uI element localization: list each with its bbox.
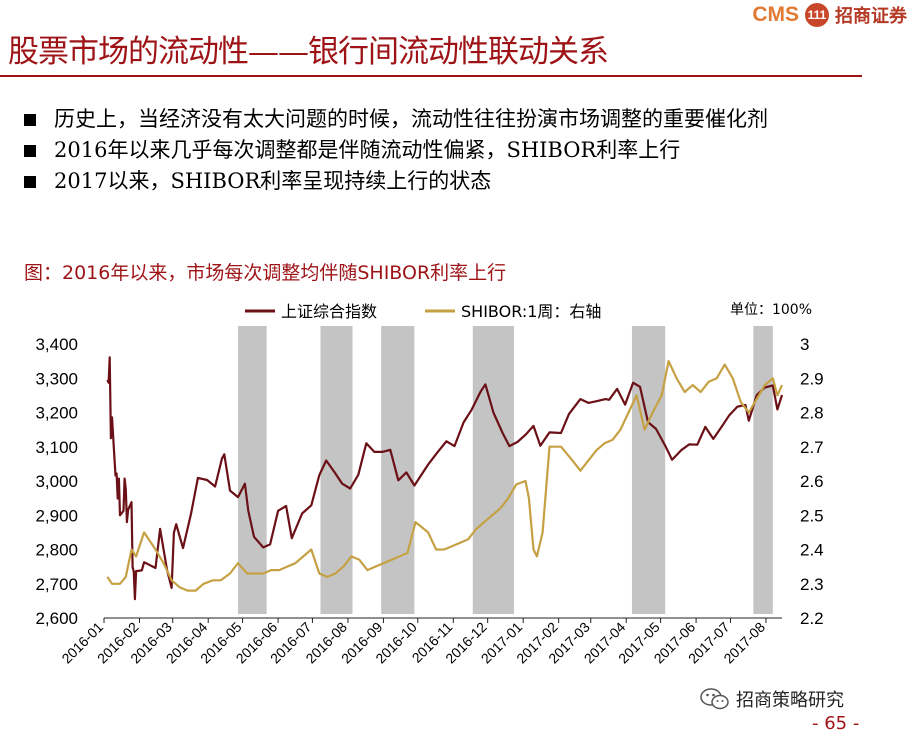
shaded-period: [381, 326, 415, 614]
y-right-tick-label: 2.2: [800, 609, 824, 628]
shaded-period: [320, 326, 353, 614]
unit-note: 单位：100%: [730, 302, 812, 318]
legend-label: SHIBOR:1周：右轴: [461, 302, 601, 321]
square-bullet-icon: [24, 114, 36, 126]
line-chart: 2016-012016-022016-032016-042016-052016-…: [35, 302, 823, 666]
y-right-tick-label: 2.3: [800, 575, 824, 594]
y-left-tick-label: 3,100: [35, 438, 78, 457]
logo-cms-text: CMS: [752, 3, 799, 26]
square-bullet-icon: [24, 145, 36, 157]
chart-axes: 2016-012016-022016-032016-042016-052016-…: [35, 302, 823, 666]
logo-badge-icon: 111: [805, 3, 829, 27]
bullet-text: 历史上，当经济没有太大问题的时候，流动性往往扮演市场调整的重要催化剂: [54, 107, 768, 131]
company-logo: CMS 111 招商证券: [752, 2, 907, 28]
y-right-tick-label: 2.6: [800, 472, 824, 491]
y-left-tick-label: 2,900: [35, 506, 78, 525]
y-left-tick-label: 2,800: [35, 541, 78, 560]
chart-legend: 上证综合指数 SHIBOR:1周：右轴: [245, 302, 601, 321]
y-left-tick-label: 3,200: [35, 404, 78, 423]
shaded-periods: [237, 326, 773, 614]
series-line: [106, 356, 784, 601]
bullet-text: 2017以来，SHIBOR利率呈现持续上行的状态: [54, 169, 492, 193]
shaded-period: [631, 326, 666, 614]
y-left-tick-label: 2,600: [35, 609, 78, 628]
y-right-tick-label: 2.4: [800, 541, 824, 560]
shaded-period: [472, 326, 515, 614]
y-left-tick-label: 3,300: [35, 369, 78, 388]
bullet-item: 2016年以来几乎每次调整都是伴随流动性偏紧，SHIBOR利率上行: [24, 135, 824, 166]
title-divider: [0, 75, 862, 77]
bullet-text: 2016年以来几乎每次调整都是伴随流动性偏紧，SHIBOR利率上行: [54, 138, 681, 162]
y-right-tick-label: 3: [800, 335, 809, 354]
y-right-tick-label: 2.7: [800, 438, 824, 457]
page-number: - 65 -: [812, 713, 860, 734]
wechat-icon: [700, 688, 729, 710]
watermark: 招商策略研究: [700, 686, 844, 712]
bullet-list: 历史上，当经济没有太大问题的时候，流动性往往扮演市场调整的重要催化剂 2016年…: [24, 104, 824, 197]
y-right-tick-label: 2.5: [800, 506, 824, 525]
y-left-tick-label: 3,000: [35, 472, 78, 491]
figure-caption: 图：2016年以来，市场每次调整均伴随SHIBOR利率上行: [24, 262, 507, 284]
shaded-period: [237, 326, 267, 614]
bullet-item: 2017以来，SHIBOR利率呈现持续上行的状态: [24, 166, 824, 197]
square-bullet-icon: [24, 176, 36, 188]
bullet-item: 历史上，当经济没有太大问题的时候，流动性往往扮演市场调整的重要催化剂: [24, 104, 824, 135]
watermark-text: 招商策略研究: [736, 690, 844, 711]
series-line: [106, 360, 784, 592]
logo-company-name: 招商证券: [835, 6, 907, 27]
series-lines: [106, 356, 784, 601]
y-left-tick-label: 2,700: [35, 575, 78, 594]
y-left-tick-label: 3,400: [35, 335, 78, 354]
shaded-period: [753, 326, 773, 614]
slide-title: 股票市场的流动性——银行间流动性联动关系: [8, 34, 609, 70]
legend-label: 上证综合指数: [281, 302, 377, 321]
y-right-tick-label: 2.8: [800, 404, 824, 423]
y-right-tick-label: 2.9: [800, 369, 824, 388]
